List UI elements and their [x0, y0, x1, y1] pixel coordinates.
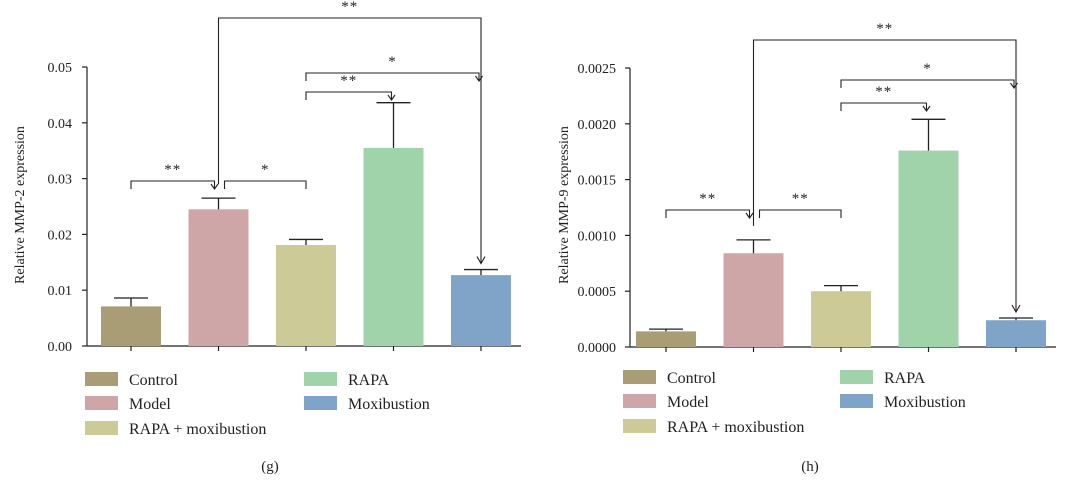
- bars: [101, 102, 511, 346]
- bar: [363, 147, 424, 346]
- chart-panel-g: Relative MMP-2 expression 0.00 0.01 0.02 0.…: [13, 0, 521, 475]
- bar: [188, 209, 249, 346]
- legend-label: Moxibustion: [884, 394, 966, 411]
- significance-bracket: [223, 180, 307, 189]
- legend-swatch: [840, 394, 873, 408]
- bar: [986, 320, 1046, 347]
- bar: [723, 253, 784, 347]
- significance-bracket: [840, 79, 1015, 88]
- bar: [811, 291, 871, 347]
- legend-swatch: [623, 370, 656, 384]
- bar: [276, 245, 336, 346]
- significance-bracket: [305, 72, 480, 81]
- y-tick-label: 0.01: [48, 284, 73, 299]
- chart-panel-h: Relative MMP-9 expression 0.00000.00050.…: [557, 21, 1056, 475]
- significance-bracket: [758, 209, 842, 218]
- y-ticks: 0.0000 0.0005 0.0010 0.0015 0.0020 0.0025: [578, 62, 1056, 356]
- legend-swatch: [623, 419, 656, 433]
- significance-bracket: [305, 91, 393, 100]
- significance-bracket: [217, 17, 482, 264]
- y-tick-label: 0.0000: [578, 341, 617, 356]
- legend-label: Moxibustion: [348, 396, 430, 413]
- significance-label: **: [341, 0, 358, 15]
- y-tick-label: 0.02: [48, 228, 73, 243]
- legend-swatch: [623, 394, 656, 408]
- legend-swatch: [304, 396, 337, 410]
- legend-label: Control: [129, 372, 178, 389]
- legend: Control Model RAPA + moxibustion RAPA Moxibu…: [85, 372, 430, 438]
- y-axis-label: Relative MMP-9 expression: [557, 126, 572, 284]
- y-tick-label: 0.0010: [578, 229, 617, 244]
- bar: [101, 306, 161, 346]
- arrow-head-icon: [476, 256, 486, 265]
- significance-brackets: ** *******: [665, 21, 1021, 314]
- bars: [636, 118, 1046, 347]
- significance-label: **: [340, 73, 357, 89]
- significance-label: *: [261, 162, 270, 178]
- legend-swatch: [85, 372, 118, 386]
- significance-label: **: [792, 191, 809, 207]
- y-tick-label: 0.00: [48, 340, 73, 355]
- panel-label: (h): [801, 459, 819, 475]
- legend-swatch: [304, 372, 337, 386]
- legend: Control Model RAPA + moxibustion RAPA Moxibu…: [623, 370, 966, 436]
- significance-label: **: [699, 191, 716, 207]
- panel-label: (g): [261, 459, 279, 475]
- y-tick-label: 0.0025: [578, 62, 617, 77]
- arrow-head-icon: [210, 183, 219, 190]
- arrow-head-icon: [922, 105, 931, 112]
- legend-label: RAPA: [348, 372, 390, 389]
- legend-label: RAPA + moxibustion: [667, 419, 804, 436]
- significance-label: *: [923, 61, 932, 77]
- significance-label: **: [164, 162, 181, 178]
- bar: [636, 331, 696, 347]
- legend-label: Model: [667, 394, 709, 411]
- arrow-head-icon: [1011, 304, 1021, 314]
- legend-label: Model: [129, 396, 171, 413]
- y-tick-label: 0.0015: [578, 174, 617, 189]
- significance-brackets: ** ******: [130, 0, 486, 265]
- y-tick-label: 0.0020: [578, 118, 617, 133]
- significance-label: **: [876, 21, 893, 37]
- significance-bracket: [752, 39, 1017, 312]
- significance-bracket: [840, 102, 928, 111]
- y-tick-label: 0.03: [48, 173, 73, 188]
- legend-swatch: [85, 421, 118, 435]
- legend-swatch: [85, 396, 118, 410]
- y-tick-label: 0.05: [48, 61, 73, 76]
- significance-label: *: [388, 54, 397, 70]
- legend-swatch: [840, 370, 873, 384]
- significance-bracket: [130, 180, 216, 189]
- bar: [451, 275, 511, 346]
- legend-label: RAPA: [884, 370, 926, 387]
- bar: [898, 150, 959, 347]
- legend-label: RAPA + moxibustion: [129, 421, 266, 438]
- y-tick-label: 0.0005: [578, 285, 617, 300]
- arrow-head-icon: [745, 212, 754, 219]
- significance-label: **: [875, 84, 892, 100]
- y-axis-label: Relative MMP-2 expression: [13, 126, 28, 284]
- arrow-head-icon: [387, 94, 396, 101]
- significance-bracket: [665, 209, 751, 218]
- y-tick-label: 0.04: [48, 117, 73, 132]
- legend-label: Control: [667, 370, 716, 387]
